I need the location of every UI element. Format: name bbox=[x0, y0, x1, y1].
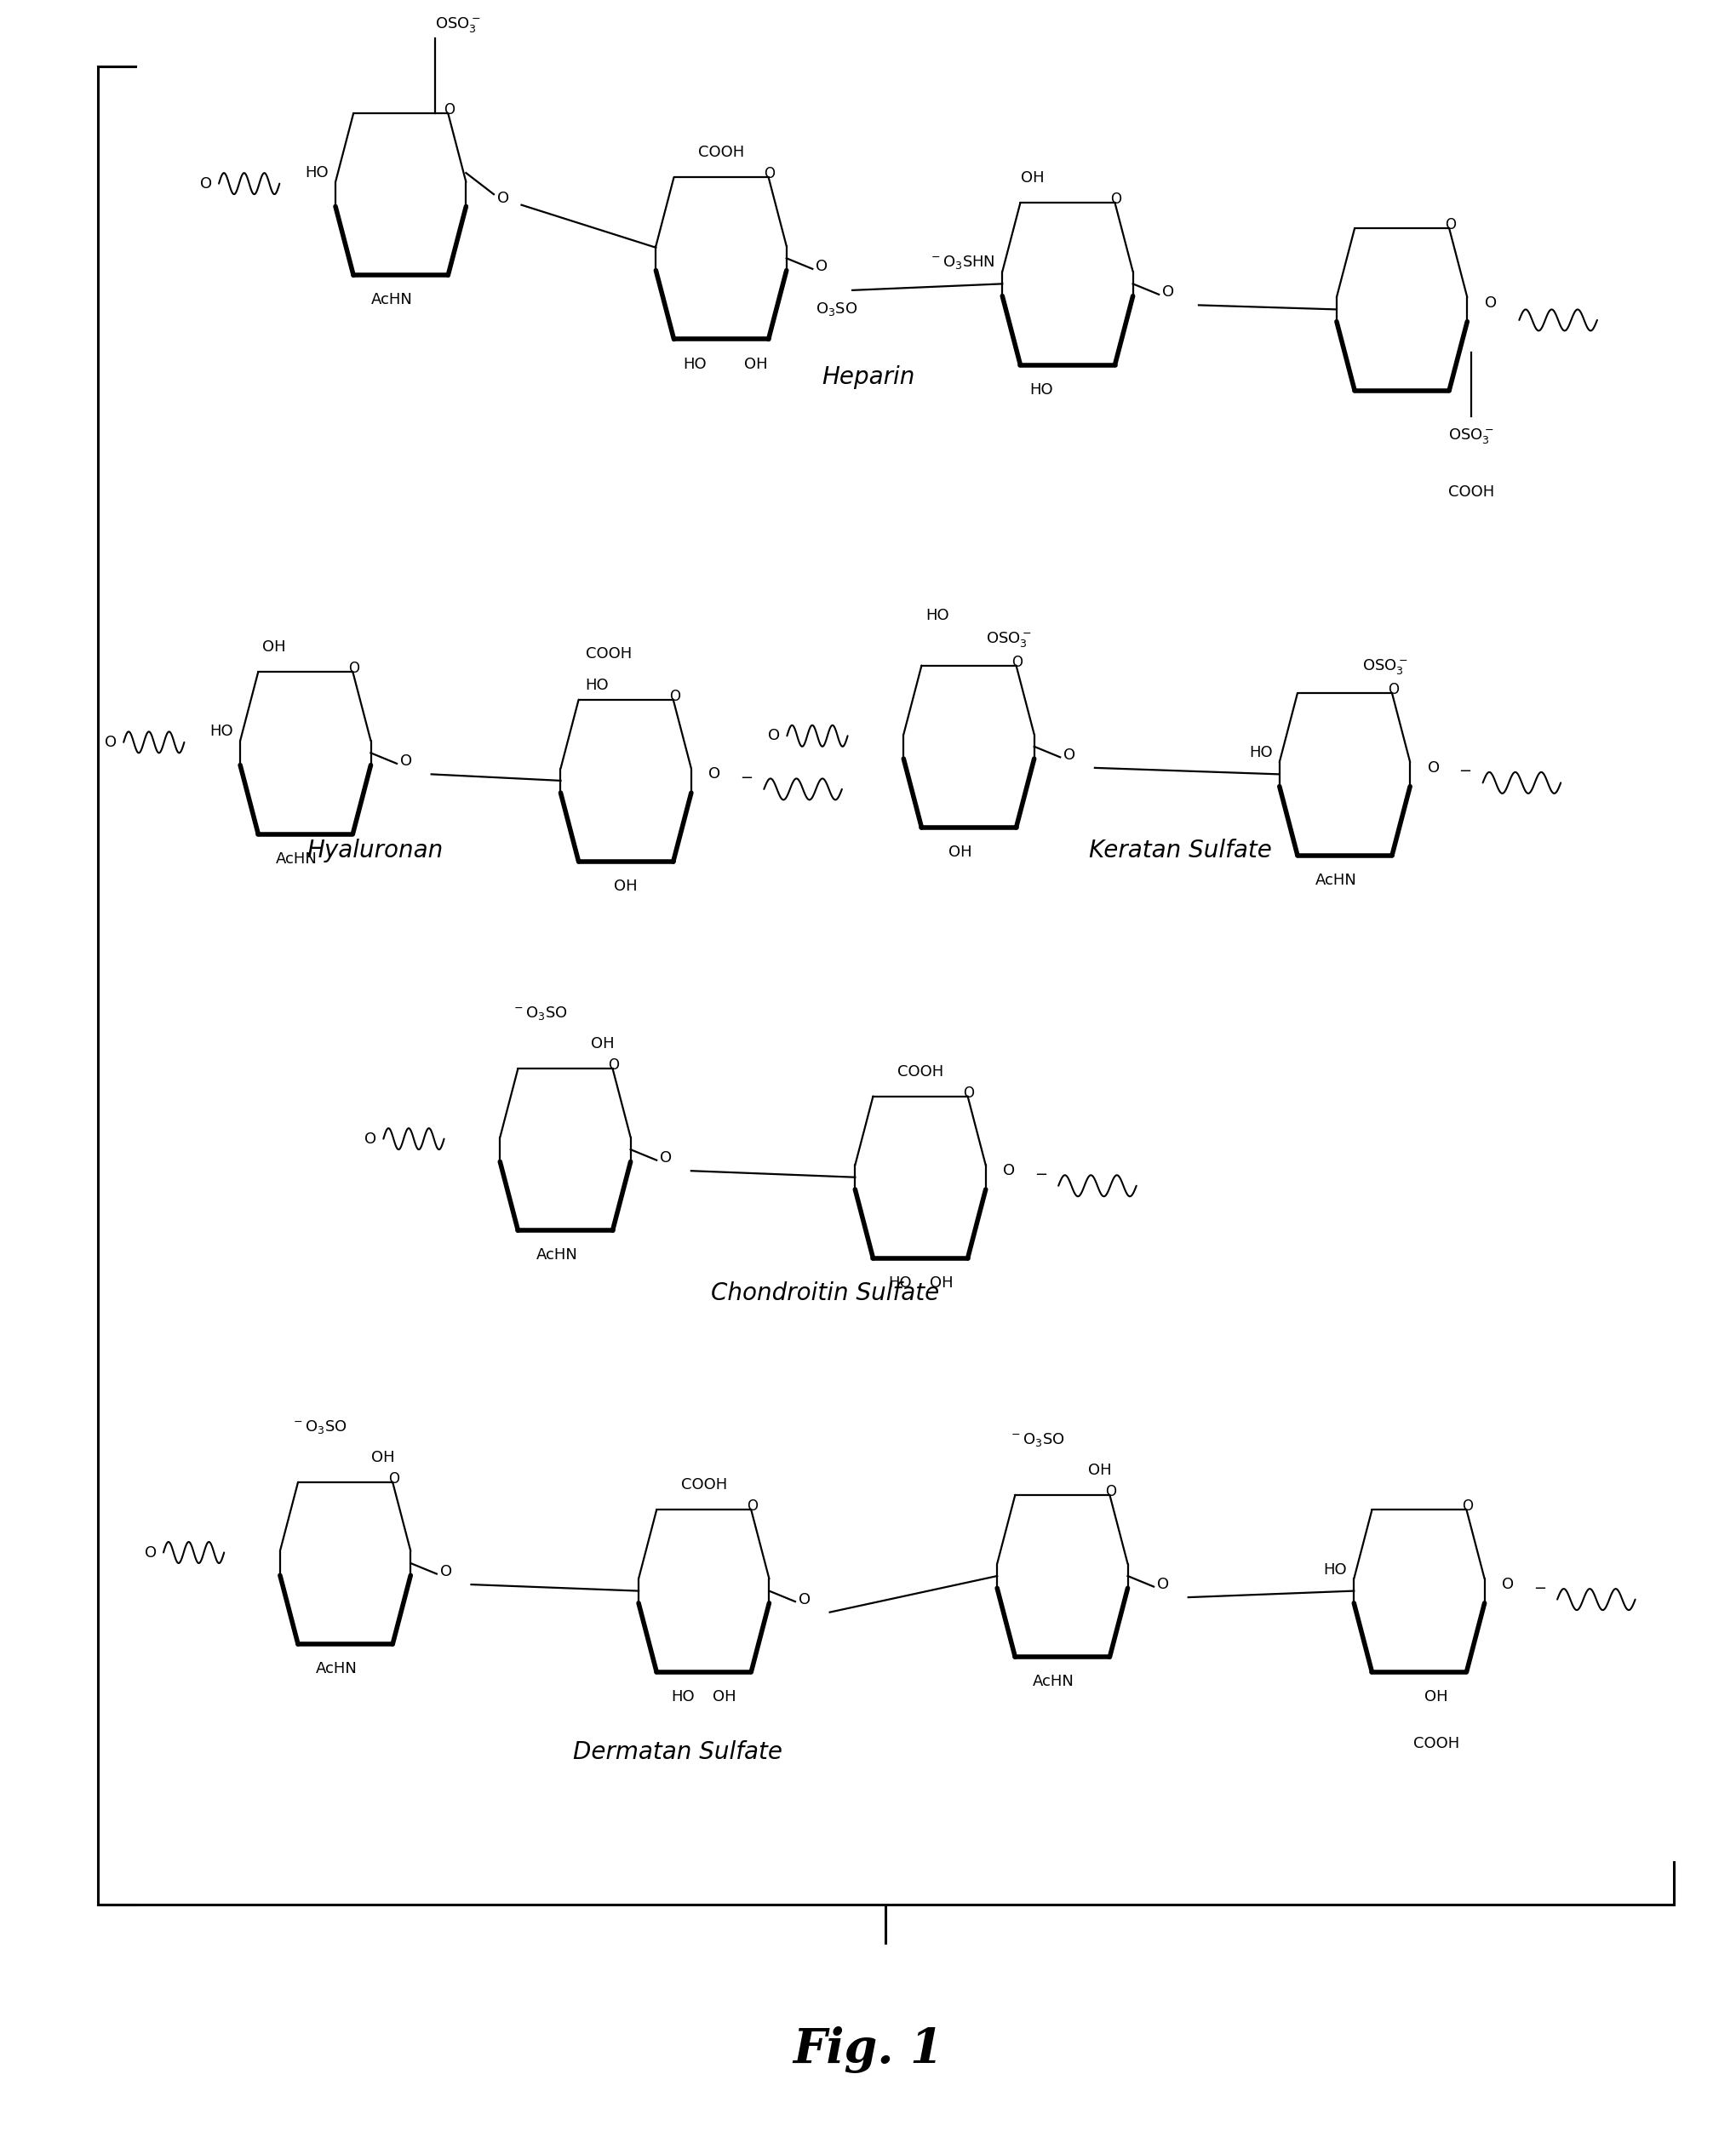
Text: O: O bbox=[1484, 295, 1496, 310]
Text: HO: HO bbox=[925, 607, 950, 622]
Text: O: O bbox=[816, 259, 828, 274]
Text: Fig. 1: Fig. 1 bbox=[793, 2026, 943, 2073]
Text: OH: OH bbox=[615, 878, 637, 893]
Text: OH: OH bbox=[743, 357, 767, 372]
Text: O: O bbox=[1427, 761, 1439, 776]
Text: HO: HO bbox=[672, 1688, 694, 1705]
Text: $^-$O$_3$SHN: $^-$O$_3$SHN bbox=[929, 254, 995, 271]
Text: $^-$O$_3$SO: $^-$O$_3$SO bbox=[292, 1419, 347, 1436]
Text: $^-$O$_3$SO: $^-$O$_3$SO bbox=[1009, 1432, 1064, 1449]
Text: COOH: COOH bbox=[1448, 485, 1493, 500]
Text: O: O bbox=[1062, 748, 1075, 763]
Text: O: O bbox=[746, 1498, 757, 1515]
Text: O: O bbox=[660, 1150, 672, 1165]
Text: O: O bbox=[1012, 654, 1023, 669]
Text: $-$: $-$ bbox=[1033, 1165, 1047, 1180]
Text: HO: HO bbox=[585, 677, 608, 692]
Text: $-$: $-$ bbox=[1533, 1579, 1545, 1594]
Text: AcHN: AcHN bbox=[1314, 872, 1356, 887]
Text: Keratan Sulfate: Keratan Sulfate bbox=[1088, 838, 1271, 861]
Text: O: O bbox=[104, 735, 116, 750]
Text: $-$: $-$ bbox=[1458, 763, 1470, 778]
Text: O: O bbox=[439, 1564, 451, 1579]
Text: O: O bbox=[764, 167, 774, 182]
Text: OH: OH bbox=[948, 844, 972, 859]
Text: OSO$_3^-$: OSO$_3^-$ bbox=[1448, 427, 1493, 444]
Text: OSO$_3^-$: OSO$_3^-$ bbox=[1361, 658, 1408, 675]
Text: COOH: COOH bbox=[585, 645, 632, 660]
Text: O$_3$SO: O$_3$SO bbox=[816, 301, 858, 318]
Text: HO: HO bbox=[1029, 383, 1052, 397]
Text: OH: OH bbox=[712, 1688, 736, 1705]
Text: O: O bbox=[1104, 1483, 1116, 1500]
Text: HO: HO bbox=[1323, 1562, 1347, 1577]
Text: Hyaluronan: Hyaluronan bbox=[306, 838, 443, 861]
Text: O: O bbox=[668, 688, 679, 703]
Text: OSO$_3^-$: OSO$_3^-$ bbox=[986, 630, 1031, 648]
Text: OH: OH bbox=[929, 1276, 953, 1291]
Text: OH: OH bbox=[1021, 171, 1045, 186]
Text: HO: HO bbox=[1248, 746, 1272, 761]
Text: AcHN: AcHN bbox=[1033, 1673, 1075, 1690]
Text: AcHN: AcHN bbox=[536, 1248, 576, 1263]
Text: OH: OH bbox=[1088, 1462, 1111, 1479]
Text: O: O bbox=[443, 103, 455, 118]
Text: O: O bbox=[496, 190, 509, 205]
Text: O: O bbox=[1387, 682, 1397, 697]
Text: O: O bbox=[1462, 1498, 1472, 1515]
Text: OSO$_3^-$: OSO$_3^-$ bbox=[436, 15, 481, 34]
Text: O: O bbox=[349, 660, 359, 675]
Text: Chondroitin Sulfate: Chondroitin Sulfate bbox=[710, 1282, 939, 1306]
Text: OH: OH bbox=[590, 1036, 615, 1051]
Text: O: O bbox=[1156, 1577, 1168, 1592]
Text: O: O bbox=[1109, 192, 1121, 207]
Text: HO: HO bbox=[210, 724, 233, 739]
Text: O: O bbox=[608, 1058, 620, 1073]
Text: O: O bbox=[1502, 1577, 1514, 1592]
Text: O: O bbox=[799, 1592, 811, 1607]
Text: AcHN: AcHN bbox=[316, 1660, 358, 1678]
Text: $^-$O$_3$SO: $^-$O$_3$SO bbox=[510, 1004, 568, 1021]
Text: O: O bbox=[708, 767, 720, 782]
Text: O: O bbox=[963, 1086, 974, 1101]
Text: O: O bbox=[399, 754, 411, 769]
Text: COOH: COOH bbox=[898, 1064, 943, 1079]
Text: O: O bbox=[365, 1130, 377, 1148]
Text: COOH: COOH bbox=[681, 1477, 727, 1494]
Text: $-$: $-$ bbox=[740, 769, 752, 784]
Text: AcHN: AcHN bbox=[276, 851, 318, 865]
Text: O: O bbox=[389, 1470, 399, 1487]
Text: Heparin: Heparin bbox=[821, 365, 915, 389]
Text: OH: OH bbox=[262, 639, 286, 654]
Text: Dermatan Sulfate: Dermatan Sulfate bbox=[573, 1740, 783, 1763]
Text: OH: OH bbox=[1424, 1688, 1448, 1705]
Text: HO: HO bbox=[887, 1276, 911, 1291]
Text: O: O bbox=[1444, 218, 1455, 233]
Text: O: O bbox=[767, 729, 779, 744]
Text: HO: HO bbox=[306, 165, 328, 182]
Text: OH: OH bbox=[372, 1449, 394, 1466]
Text: COOH: COOH bbox=[1413, 1735, 1458, 1750]
Text: O: O bbox=[1002, 1163, 1014, 1177]
Text: HO: HO bbox=[684, 357, 707, 372]
Text: O: O bbox=[200, 175, 212, 192]
Text: O: O bbox=[1161, 284, 1174, 299]
Text: COOH: COOH bbox=[698, 145, 745, 160]
Text: AcHN: AcHN bbox=[372, 293, 413, 308]
Text: O: O bbox=[144, 1545, 156, 1560]
